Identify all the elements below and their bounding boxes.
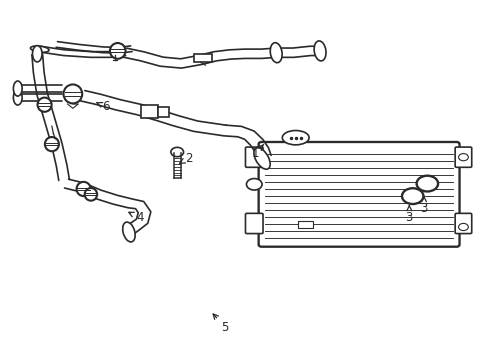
Text: 6: 6 <box>96 100 109 113</box>
Ellipse shape <box>38 98 52 112</box>
FancyBboxPatch shape <box>454 213 471 234</box>
Ellipse shape <box>270 43 282 63</box>
Bar <box>298 221 312 228</box>
Text: 1: 1 <box>251 144 263 159</box>
Bar <box>158 107 168 117</box>
Ellipse shape <box>84 188 97 201</box>
Ellipse shape <box>13 81 22 96</box>
Bar <box>141 105 158 118</box>
Text: 2: 2 <box>179 152 192 165</box>
Ellipse shape <box>77 182 90 196</box>
Text: 3: 3 <box>419 196 427 215</box>
Ellipse shape <box>313 41 325 61</box>
Bar <box>194 54 211 62</box>
Ellipse shape <box>30 46 49 52</box>
FancyBboxPatch shape <box>454 147 471 167</box>
Circle shape <box>458 224 468 230</box>
Ellipse shape <box>110 43 125 59</box>
Circle shape <box>170 147 183 157</box>
FancyBboxPatch shape <box>245 213 263 234</box>
Ellipse shape <box>63 85 82 103</box>
Text: 5: 5 <box>213 314 228 333</box>
Ellipse shape <box>32 46 42 62</box>
FancyBboxPatch shape <box>258 142 459 247</box>
Circle shape <box>458 154 468 161</box>
FancyBboxPatch shape <box>245 147 263 167</box>
Ellipse shape <box>45 137 59 151</box>
Circle shape <box>246 179 262 190</box>
Text: 3: 3 <box>405 205 412 224</box>
Ellipse shape <box>13 90 22 105</box>
Circle shape <box>416 176 437 192</box>
Ellipse shape <box>253 148 269 169</box>
Ellipse shape <box>282 131 308 145</box>
Text: 4: 4 <box>128 211 143 224</box>
Circle shape <box>401 188 423 204</box>
Ellipse shape <box>122 222 135 242</box>
